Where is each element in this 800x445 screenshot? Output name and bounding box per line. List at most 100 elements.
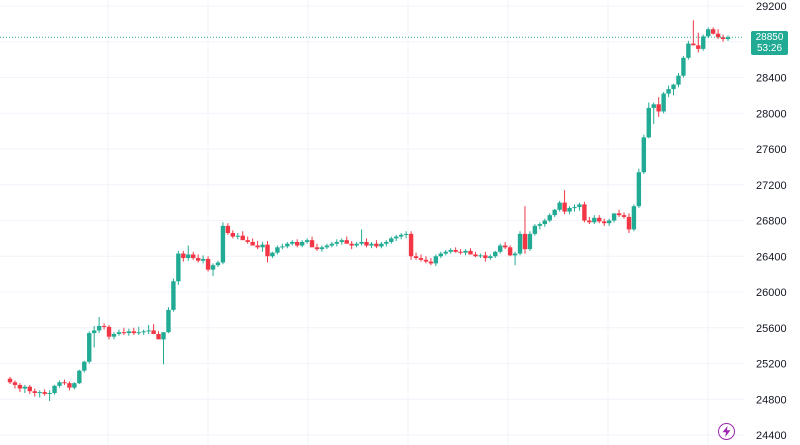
candle bbox=[562, 190, 567, 215]
candle-body bbox=[626, 216, 632, 230]
candle bbox=[552, 208, 557, 217]
lightning-bolt-icon[interactable] bbox=[718, 423, 735, 440]
candle-body bbox=[567, 207, 572, 212]
candle-body bbox=[245, 240, 250, 242]
candle-body bbox=[161, 332, 166, 340]
last-price-value: 28850 bbox=[755, 32, 784, 43]
candle bbox=[230, 230, 236, 239]
candle bbox=[166, 307, 171, 334]
candle bbox=[463, 249, 468, 256]
candle-body bbox=[537, 224, 543, 226]
candle-body bbox=[423, 259, 429, 262]
candle-body bbox=[116, 332, 122, 335]
candle-body bbox=[72, 383, 77, 388]
candle-body bbox=[676, 75, 681, 85]
candle-body bbox=[225, 225, 231, 234]
candle bbox=[67, 381, 72, 391]
candle-body bbox=[671, 84, 676, 90]
candle-body bbox=[314, 247, 320, 250]
candle-body bbox=[602, 221, 607, 224]
candle-body bbox=[275, 247, 280, 253]
candle bbox=[681, 56, 686, 78]
candle bbox=[691, 20, 696, 46]
candle bbox=[488, 254, 493, 260]
candle bbox=[285, 241, 290, 249]
candle bbox=[250, 238, 255, 246]
candle bbox=[369, 241, 374, 249]
candle bbox=[220, 222, 226, 265]
candle-body bbox=[354, 243, 359, 246]
candle-body bbox=[418, 258, 424, 260]
candle-body bbox=[210, 265, 216, 270]
candle bbox=[547, 213, 552, 223]
candle-body bbox=[121, 332, 127, 334]
candle-body bbox=[359, 241, 364, 244]
candle bbox=[438, 251, 443, 259]
candle-body bbox=[433, 256, 439, 264]
candle bbox=[671, 83, 676, 96]
y-tick-label: 24400 bbox=[756, 430, 787, 442]
candle-body bbox=[96, 325, 102, 331]
candle-body bbox=[250, 241, 255, 246]
candle bbox=[275, 245, 280, 255]
candle bbox=[314, 243, 320, 251]
candle bbox=[131, 327, 136, 335]
candle bbox=[597, 215, 602, 224]
candle-body bbox=[319, 247, 325, 250]
candle bbox=[433, 254, 439, 267]
candle bbox=[299, 240, 305, 248]
candle-body bbox=[587, 220, 592, 223]
candle-body bbox=[552, 209, 557, 216]
candle bbox=[512, 251, 518, 266]
candle-body bbox=[498, 245, 503, 252]
candle bbox=[136, 326, 141, 335]
candle bbox=[42, 389, 47, 396]
candle-body bbox=[527, 233, 533, 250]
candle-body bbox=[334, 241, 340, 244]
candle bbox=[146, 325, 151, 335]
candle bbox=[498, 243, 503, 254]
candle bbox=[374, 240, 379, 249]
candle-body bbox=[438, 253, 443, 257]
candle bbox=[171, 278, 176, 312]
candle-body bbox=[478, 255, 483, 257]
candle-body bbox=[656, 104, 661, 112]
candle-body bbox=[22, 386, 28, 389]
candle-body bbox=[443, 251, 448, 254]
candle bbox=[225, 223, 231, 235]
candle-body bbox=[398, 234, 404, 237]
candle bbox=[319, 245, 325, 252]
candle-body bbox=[260, 244, 265, 248]
candle-body bbox=[720, 37, 726, 40]
candle-body bbox=[557, 202, 562, 210]
candle-body bbox=[220, 225, 226, 263]
candle-body bbox=[32, 391, 37, 393]
candle bbox=[329, 241, 335, 248]
candle-body bbox=[195, 258, 201, 261]
candle bbox=[408, 231, 414, 260]
candle bbox=[532, 224, 538, 236]
candle bbox=[502, 241, 508, 250]
candle-body bbox=[111, 334, 117, 337]
candle bbox=[260, 241, 265, 252]
candle bbox=[22, 384, 28, 393]
candle-body bbox=[171, 281, 176, 310]
candle-body bbox=[37, 392, 42, 394]
candle bbox=[12, 380, 18, 389]
candle-body bbox=[67, 383, 72, 388]
price-axis[interactable]: 24400 24800 25200 25600 26000 26400 26800 27200… bbox=[756, 1, 787, 442]
candle-body bbox=[651, 104, 656, 108]
candle-body bbox=[309, 240, 315, 248]
candle-body bbox=[463, 250, 468, 253]
y-tick-label: 28000 bbox=[756, 108, 787, 120]
candle-body bbox=[592, 217, 597, 223]
candle-body bbox=[280, 246, 285, 248]
candle-body bbox=[52, 385, 57, 393]
candle bbox=[37, 390, 42, 398]
candle-body bbox=[62, 382, 67, 384]
candle bbox=[646, 102, 651, 139]
candle-body bbox=[42, 392, 47, 394]
candle bbox=[354, 241, 359, 248]
candle bbox=[443, 249, 448, 256]
